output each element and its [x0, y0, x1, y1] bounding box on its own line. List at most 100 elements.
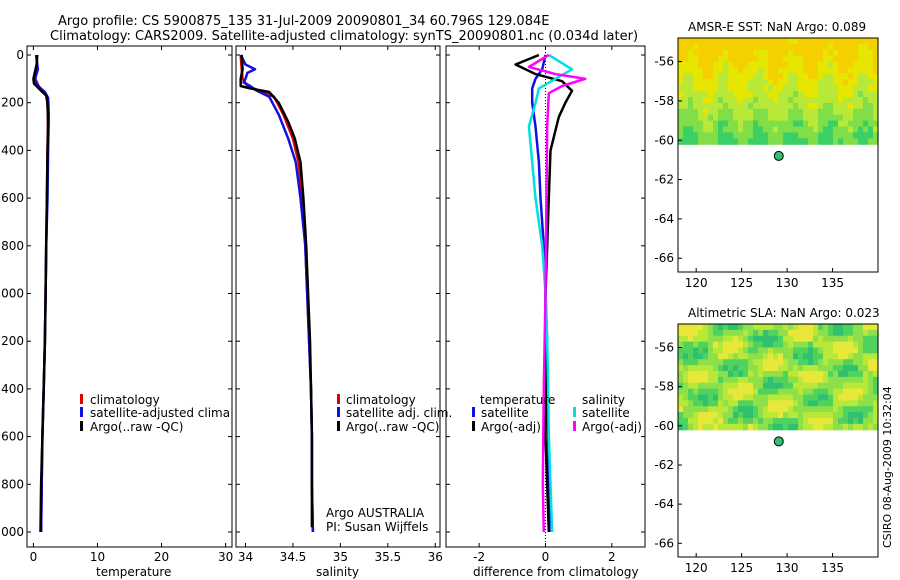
heat-cell [778, 400, 784, 407]
heat-cell [798, 412, 804, 419]
heat-cell [793, 359, 799, 366]
heat-cell [768, 417, 774, 425]
heat-cell [823, 96, 829, 104]
heat-cell [833, 85, 839, 92]
heat-cell [768, 394, 774, 401]
heat-cell [788, 400, 794, 407]
heat-cell [868, 138, 874, 145]
heat-cell [733, 406, 739, 413]
heat-cell [848, 108, 854, 116]
heat-cell [873, 423, 879, 431]
heat-cell [688, 423, 694, 431]
heat-cell [768, 138, 774, 145]
heat-cell [813, 423, 819, 431]
heat-cell [678, 400, 684, 407]
heat-cell [848, 132, 854, 139]
argo-position-marker [773, 150, 784, 161]
heat-cell [713, 376, 719, 384]
heat-cell [743, 67, 749, 74]
heat-cell [763, 341, 769, 349]
heat-cell [858, 406, 864, 413]
heat-cell [773, 329, 779, 337]
heat-cell [748, 335, 754, 343]
heat-cell [853, 324, 859, 331]
heat-cell [788, 138, 794, 145]
heat-cell [783, 412, 789, 419]
heat-cell [773, 126, 779, 133]
heat-cell [788, 359, 794, 366]
heat-cell [753, 67, 759, 74]
diff-legend-temp-satellite: satellite [472, 406, 529, 420]
heat-cell [868, 85, 874, 92]
heat-cell [753, 359, 759, 366]
heat-cell [808, 412, 814, 419]
heat-cell [798, 417, 804, 425]
heat-cell [848, 388, 854, 396]
heat-cell [763, 120, 769, 128]
heat-cell [763, 38, 769, 45]
heat-cell [728, 102, 734, 110]
temp-legend-climatology: climatology [80, 393, 160, 407]
heat-cell [753, 370, 759, 378]
heat-cell [753, 394, 759, 401]
heat-cell [753, 49, 759, 57]
y-tick-label: 200 [1, 96, 24, 110]
heat-cell [808, 138, 814, 145]
heat-cell [698, 96, 704, 104]
heat-cell [748, 73, 754, 80]
heat-cell [733, 79, 739, 86]
heat-cell [853, 347, 859, 354]
heat-cell [858, 341, 864, 349]
heat-cell [703, 85, 709, 92]
heat-cell [858, 85, 864, 92]
heat-cell [868, 376, 874, 384]
heat-cell [863, 126, 869, 133]
heat-cell [693, 61, 699, 69]
heat-cell [748, 61, 754, 69]
heat-cell [773, 55, 779, 63]
heat-cell [823, 49, 829, 57]
heat-cell [818, 85, 824, 92]
heat-cell [808, 341, 814, 349]
heat-cell [753, 388, 759, 396]
heat-cell [803, 370, 809, 378]
heat-cell [738, 417, 744, 425]
heat-cell [728, 96, 734, 104]
heat-cell [828, 412, 834, 419]
heat-cell [693, 412, 699, 419]
heat-cell [688, 382, 694, 390]
heat-cell [738, 335, 744, 343]
heat-cell [793, 102, 799, 110]
heat-cell [798, 365, 804, 372]
heat-cell [768, 79, 774, 86]
heat-cell [783, 138, 789, 145]
heat-cell [848, 394, 854, 401]
heat-cell [698, 324, 704, 331]
heat-cell [708, 406, 714, 413]
heat-cell [858, 394, 864, 401]
heat-cell [713, 329, 719, 337]
heat-cell [823, 353, 829, 360]
heat-cell [818, 329, 824, 337]
heat-cell [833, 38, 839, 45]
heat-cell [728, 38, 734, 45]
heat-cell [678, 341, 684, 349]
heat-cell [803, 73, 809, 80]
heat-cell [778, 120, 784, 128]
heat-cell [753, 138, 759, 145]
heat-cell [803, 341, 809, 349]
heat-cell [783, 108, 789, 116]
heat-cell [693, 365, 699, 372]
heat-cell [728, 370, 734, 378]
heat-cell [733, 120, 739, 128]
heat-cell [863, 114, 869, 122]
heat-cell [818, 394, 824, 401]
heat-cell [798, 347, 804, 354]
heat-cell [873, 394, 879, 401]
heat-cell [733, 394, 739, 401]
heat-cell [798, 38, 804, 45]
heat-cell [763, 406, 769, 413]
heat-cell [848, 114, 854, 122]
heat-cell [858, 120, 864, 128]
heat-cell [738, 85, 744, 92]
